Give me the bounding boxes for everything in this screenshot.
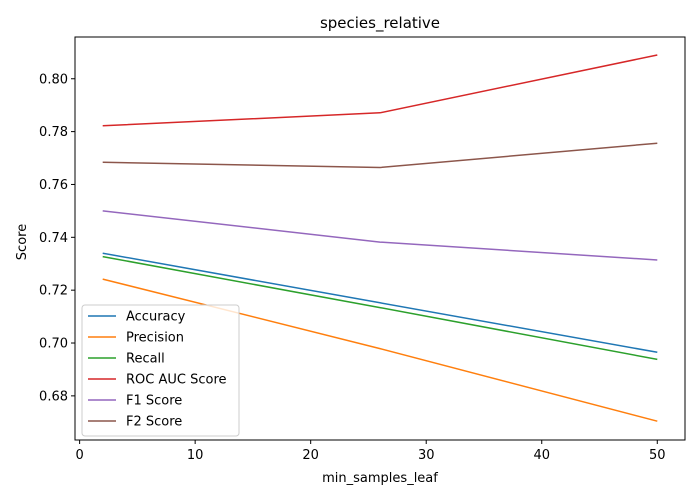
x-tick-label: 40: [533, 448, 550, 463]
x-tick-label: 50: [649, 448, 666, 463]
y-axis: 0.68 0.70 0.72 0.74 0.76 0.78 0.80: [39, 72, 75, 404]
y-tick-label: 0.72: [39, 284, 68, 299]
x-axis-label: min_samples_leaf: [322, 471, 438, 486]
series-line-f2-score: [102, 142, 658, 169]
plot-frame: [74, 36, 686, 441]
y-tick-label: 0.80: [39, 72, 68, 87]
legend-label-recall: Recall: [126, 352, 165, 367]
y-tick-label: 0.76: [39, 178, 68, 193]
y-axis-label: Score: [15, 224, 30, 260]
x-tick-label: 10: [187, 448, 204, 463]
legend-label-accuracy: Accuracy: [126, 310, 186, 325]
x-tick-label: 20: [302, 448, 319, 463]
legend-label-f1-score: F1 Score: [126, 394, 182, 409]
legend-label-f2-score: F2 Score: [126, 415, 182, 430]
y-tick-label: 0.78: [39, 125, 68, 140]
series-lines: [102, 54, 658, 422]
legend-label-roc-auc-score: ROC AUC Score: [126, 373, 227, 388]
x-tick-label: 0: [75, 448, 83, 463]
series-line-roc-auc-score: [102, 54, 658, 127]
series-line-recall: [102, 255, 658, 361]
series-line-precision: [102, 278, 658, 422]
y-tick-label: 0.70: [39, 337, 68, 352]
legend-label-precision: Precision: [126, 331, 184, 346]
y-tick-label: 0.74: [39, 231, 68, 246]
y-tick-label: 0.68: [39, 389, 68, 404]
plot-area: [74, 36, 686, 441]
series-line-f1-score: [102, 210, 658, 261]
x-tick-label: 30: [418, 448, 435, 463]
x-axis: 0 10 20 30 40 50: [75, 440, 666, 463]
legend-box: [81, 304, 240, 437]
legend: Accuracy Precision Recall ROC AUC Score F1 S…: [81, 304, 240, 437]
series-line-accuracy: [102, 252, 658, 354]
chart-title: species_relative: [320, 14, 440, 33]
